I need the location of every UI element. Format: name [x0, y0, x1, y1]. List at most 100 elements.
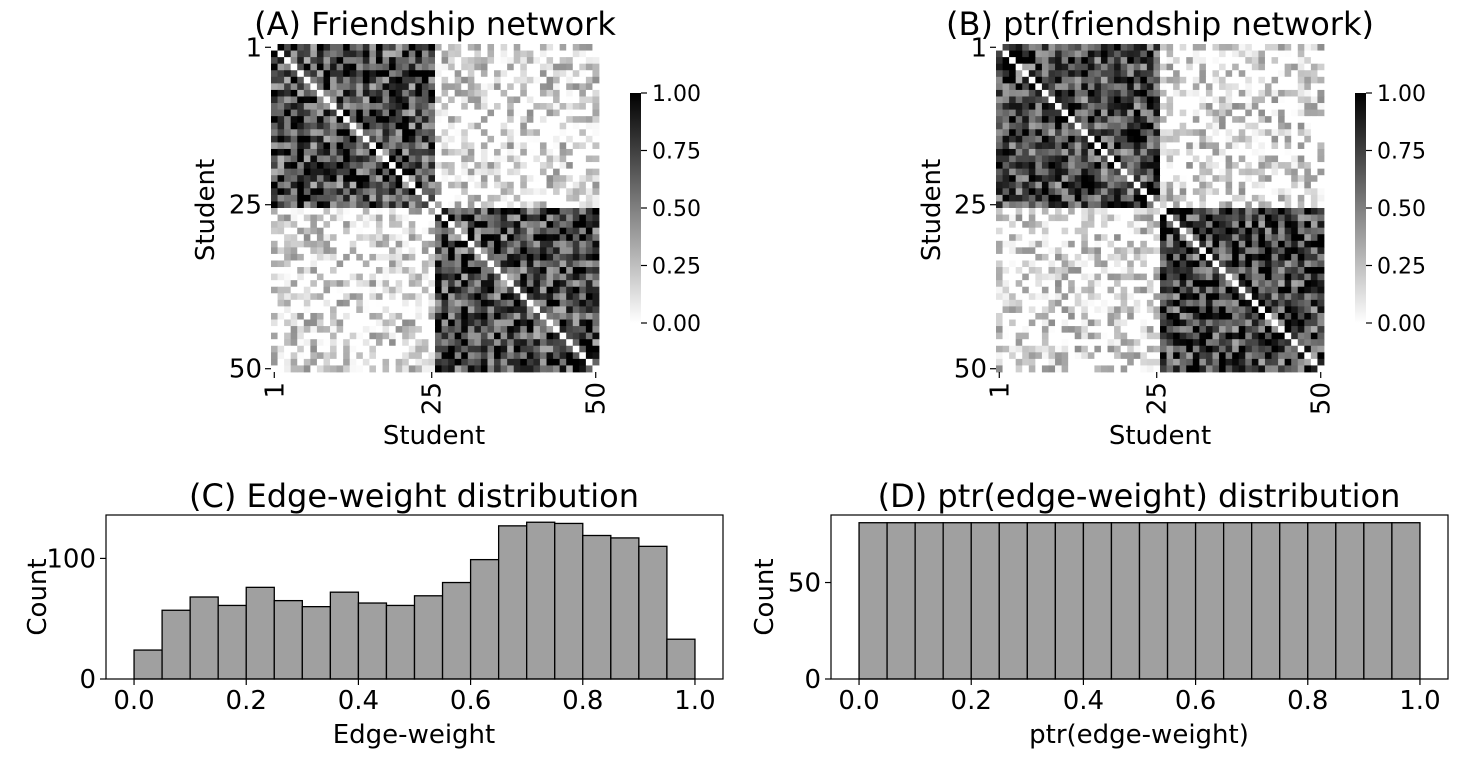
heatmap-cell	[467, 221, 475, 229]
heatmap-cell	[1107, 312, 1115, 320]
heatmap-cell	[500, 365, 508, 373]
heatmap-cell	[448, 70, 456, 78]
heatmap-cell	[487, 365, 495, 373]
heatmap-cell	[441, 208, 449, 215]
heatmap-cell	[316, 76, 324, 84]
heatmap-cell	[1173, 326, 1181, 334]
heatmap-cell	[349, 221, 357, 229]
heatmap-cell	[1291, 89, 1299, 97]
heatmap-cell	[408, 155, 416, 163]
heatmap-cell	[1055, 201, 1062, 209]
heatmap-cell	[362, 273, 370, 281]
heatmap-cell	[1015, 299, 1023, 307]
heatmap-cell	[402, 365, 410, 373]
heatmap-cell	[1035, 76, 1043, 84]
heatmap-cell	[1186, 319, 1194, 327]
heatmap-cell	[1258, 103, 1266, 110]
heatmap-cell	[316, 201, 324, 209]
heatmap-cell	[553, 168, 561, 176]
heatmap-cell	[421, 188, 429, 196]
heatmap-cell	[1271, 267, 1279, 274]
heatmap-cell	[408, 227, 416, 235]
heatmap-cell	[500, 319, 508, 327]
heatmap-cell	[1258, 352, 1266, 360]
heatmap-cell	[1120, 339, 1128, 347]
heatmap-cell	[408, 70, 416, 78]
heatmap-cell	[1146, 116, 1154, 124]
heatmap-cell	[356, 168, 364, 176]
heatmap-cell	[559, 345, 567, 353]
heatmap-cell	[1166, 247, 1174, 255]
heatmap-cell	[448, 109, 456, 117]
heatmap-cell	[1041, 332, 1049, 340]
heatmap-cell	[1100, 129, 1108, 137]
heatmap-cell	[369, 247, 377, 255]
heatmap-cell	[572, 44, 580, 51]
heatmap-cell	[566, 319, 574, 327]
heatmap-cell	[408, 135, 416, 143]
heatmap-cell	[297, 63, 305, 71]
heatmap-cell	[1205, 253, 1213, 261]
heatmap-cell	[1028, 267, 1036, 274]
heatmap-cell	[402, 135, 410, 143]
heatmap-cell	[474, 253, 482, 261]
heatmap-cell	[1245, 122, 1253, 130]
heatmap-cell	[1225, 162, 1233, 170]
heatmap-cell	[533, 273, 541, 281]
heatmap-cell	[349, 227, 357, 235]
heatmap-cell	[454, 221, 462, 229]
heatmap-cell	[1153, 57, 1161, 65]
heatmap-cell	[1245, 227, 1253, 235]
heatmap-cell	[1317, 83, 1325, 91]
heatmap-cell	[1317, 240, 1325, 248]
heatmap-cell	[395, 221, 403, 229]
heatmap-cell	[572, 70, 580, 78]
heatmap-cell	[1009, 352, 1017, 360]
heatmap-cell	[572, 175, 580, 183]
heatmap-cell	[1199, 194, 1207, 202]
heatmap-cell	[1140, 63, 1148, 71]
heatmap-cell	[1192, 116, 1200, 124]
heatmap-cell	[395, 129, 403, 137]
heatmap-cell	[402, 267, 410, 274]
heatmap-cell	[369, 260, 377, 268]
heatmap-cell	[1160, 50, 1167, 58]
heatmap-cell	[1127, 155, 1135, 163]
heatmap-cell	[507, 142, 515, 150]
heatmap-cell	[1153, 352, 1161, 360]
heatmap-cell	[480, 201, 488, 209]
heatmap-cell	[1160, 142, 1167, 150]
heatmap-cell	[1015, 345, 1023, 353]
heatmap-cell	[1284, 358, 1292, 366]
heatmap-cell	[513, 267, 521, 274]
heatmap-cell	[408, 267, 416, 274]
heatmap-cell	[1061, 365, 1069, 373]
heatmap-cell	[526, 155, 534, 163]
heatmap-cell	[1251, 168, 1259, 176]
heatmap-cell	[1061, 155, 1069, 163]
heatmap-cell	[1179, 188, 1187, 196]
heatmap-cell	[592, 280, 600, 288]
heatmap-cell	[1146, 234, 1154, 242]
heatmap-cell	[1022, 332, 1030, 340]
heatmap-cell	[1284, 306, 1292, 314]
heatmap-cell	[441, 221, 449, 229]
heatmap-cell	[1061, 299, 1069, 307]
heatmap-cell	[1179, 129, 1187, 137]
heatmap-cell	[1278, 227, 1286, 235]
heatmap-cell	[507, 116, 515, 124]
heatmap-cell	[1310, 122, 1318, 130]
heatmap-cell	[336, 293, 344, 301]
heatmap-cell	[1310, 135, 1318, 143]
heatmap-cell	[579, 175, 587, 183]
heatmap-cell	[467, 129, 475, 137]
heatmap-cell	[1114, 129, 1122, 137]
heatmap-cell	[1166, 208, 1174, 215]
heatmap-cell	[1120, 89, 1128, 97]
heatmap-cell	[507, 240, 515, 248]
heatmap-cell	[1009, 135, 1017, 143]
heatmap-cell	[277, 168, 285, 176]
heatmap-cell	[1205, 194, 1213, 202]
heatmap-cell	[303, 50, 311, 58]
heatmap-cell	[1002, 299, 1010, 307]
